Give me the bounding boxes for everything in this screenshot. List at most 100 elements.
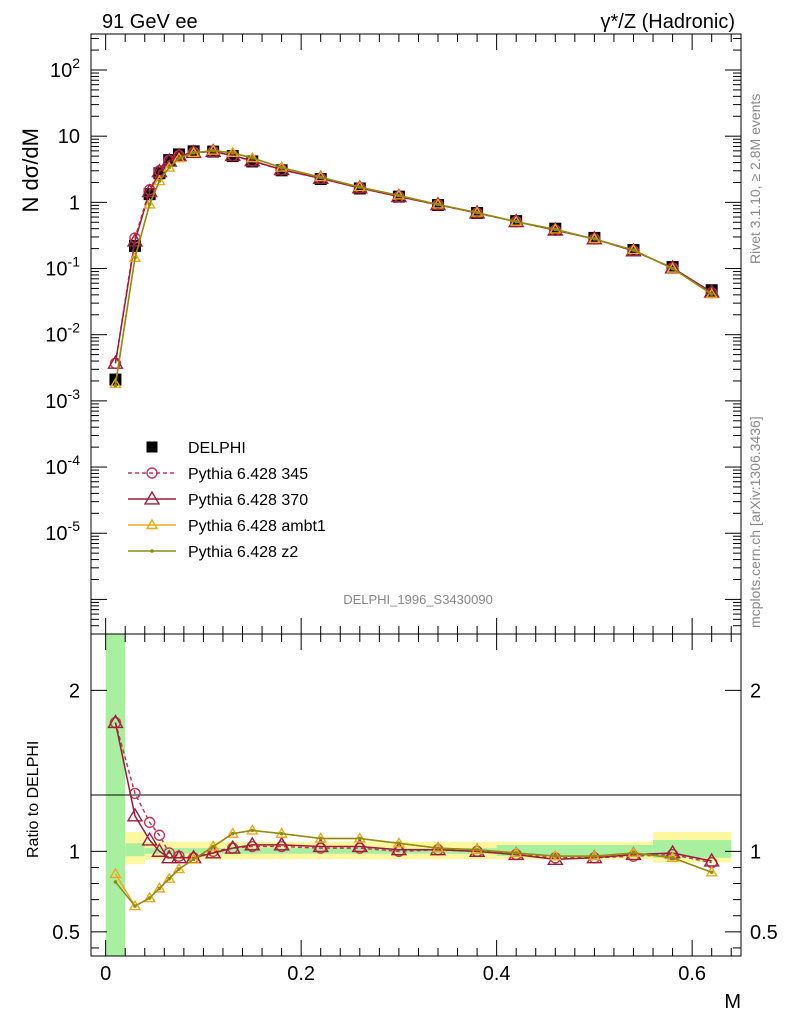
ratio-data-point [143, 891, 156, 903]
main-data-point [191, 151, 196, 155]
ratio-y-tick-label: 1 [69, 841, 80, 863]
legend-label: Pythia 6.428 370 [188, 492, 308, 509]
ratio-data-point [709, 870, 714, 875]
ratio-y-tick-labels: 0.5 0.5 1 1 2 2 [52, 680, 778, 944]
legend-label: Pythia 6.428 z2 [188, 544, 298, 561]
mcplots-reference-label: mcplots.cern.ch [arXiv:1306.3436] [747, 416, 763, 628]
main-y-tick-mantissa: 10 [45, 523, 67, 545]
ratio-data-point [397, 841, 401, 846]
legend-marker [143, 490, 161, 505]
main-y-tick-label: 1 [69, 192, 80, 214]
ratio-data-point [177, 867, 181, 871]
ratio-series-line [114, 829, 712, 908]
main-y-tick-label: 10 [58, 126, 80, 148]
ratio-data-point [351, 838, 369, 853]
ratio-y-axis-label: Ratio to DELPHI [25, 741, 42, 858]
main-y-tick-mantissa: 10 [45, 259, 67, 281]
ratio-y-tick-label: 2 [69, 680, 80, 702]
main-data-point [514, 219, 518, 224]
main-data-point [436, 202, 440, 207]
ratio-data-point [224, 839, 241, 854]
ratio-data-point [191, 857, 196, 862]
main-data-point [357, 185, 362, 189]
main-data-point [631, 248, 636, 252]
main-data-point [211, 148, 215, 153]
legend-entry: Pythia 6.428 z2 [128, 544, 298, 561]
legend-entry: Pythia 6.428 ambt1 [128, 518, 326, 535]
main-y-tick-label: 10-5 [45, 518, 80, 545]
x-tick-label: 0.4 [483, 963, 511, 985]
ratio-band [496, 844, 732, 857]
main-data-point [592, 237, 597, 241]
main-data-point [177, 156, 181, 160]
ratio-data-point [113, 880, 118, 884]
main-data-point [475, 210, 479, 215]
ratio-data-point [160, 849, 178, 864]
ratio-data-point [153, 829, 166, 841]
ratio-data-point [133, 904, 137, 908]
main-y-tick-mantissa: 10 [50, 60, 72, 82]
main-data-point [279, 165, 284, 170]
main-y-tick-mantissa: 10 [45, 391, 67, 413]
ratio-data-point [475, 847, 479, 852]
main-data-point [206, 144, 220, 155]
ratio-y-tick-label-right: 1 [750, 841, 761, 863]
ratio-data-point [312, 838, 329, 853]
ratio-data-point [126, 807, 144, 822]
main-data-point [113, 383, 118, 388]
x-axis-label: M [724, 991, 741, 1013]
ratio-data-point [553, 854, 558, 858]
legend-label: DELPHI [188, 440, 246, 457]
ratio-panel-series [107, 714, 720, 911]
main-y-tick-label: 10-3 [45, 386, 80, 413]
main-panel-series [107, 143, 720, 389]
main-y-tick-exponent: -5 [68, 518, 81, 534]
legend-entry: Pythia 6.428 345 [128, 466, 308, 483]
legend-marker [150, 549, 154, 553]
legend-label: Pythia 6.428 ambt1 [188, 518, 326, 535]
x-tick-labels: 0 0.2 0.4 0.6 [100, 963, 706, 985]
legend-marker [145, 518, 159, 530]
main-data-point [141, 183, 158, 198]
ratio-band [125, 843, 145, 857]
legend-entry: DELPHI [146, 440, 246, 457]
ratio-series-line [114, 722, 712, 862]
ratio-data-point [318, 836, 323, 841]
ratio-data-point [250, 828, 255, 833]
main-data-point [250, 156, 255, 160]
main-data-point [167, 165, 171, 170]
rivet-version-label: Rivet 3.1.10, ≥ 2.8M events [747, 94, 763, 264]
ratio-y-tick-label: 0.5 [52, 922, 80, 944]
ratio-data-point [143, 816, 156, 829]
main-y-tick-exponent: -4 [68, 452, 81, 468]
legend-label: Pythia 6.428 345 [188, 466, 308, 483]
ratio-data-point [141, 831, 158, 846]
main-y-tick-exponent: 2 [72, 55, 80, 71]
ratio-series-line [114, 722, 712, 864]
ratio-data-point [246, 824, 259, 835]
ratio-y-tick-label-right: 0.5 [750, 922, 778, 944]
ratio-data-point [230, 831, 235, 836]
ratio-data-point [279, 831, 284, 836]
ratio-data-point [627, 846, 640, 858]
ratio-data-point [211, 844, 215, 849]
ratio-data-point [162, 872, 176, 883]
ratio-data-point [670, 855, 675, 860]
ratio-data-point [631, 851, 636, 855]
legend: DELPHI Pythia 6.428 345 Pythia 6.428 370 Py… [128, 440, 326, 561]
main-y-tick-mantissa: 1 [69, 192, 80, 214]
main-y-tick-exponent: -2 [68, 320, 81, 336]
main-data-point [185, 144, 202, 159]
ratio-data-point [390, 841, 408, 856]
legend-entry: Pythia 6.428 370 [128, 490, 308, 509]
legend-marker [146, 441, 158, 453]
legend-marker [146, 467, 158, 479]
x-tick-label: 0.2 [287, 963, 315, 985]
main-data-point [397, 193, 401, 198]
watermark-label: DELPHI_1996_S3430090 [343, 592, 493, 607]
main-data-point [170, 147, 188, 162]
main-y-axis-label: N dσ/dM [18, 128, 43, 213]
ratio-data-point [514, 851, 518, 855]
